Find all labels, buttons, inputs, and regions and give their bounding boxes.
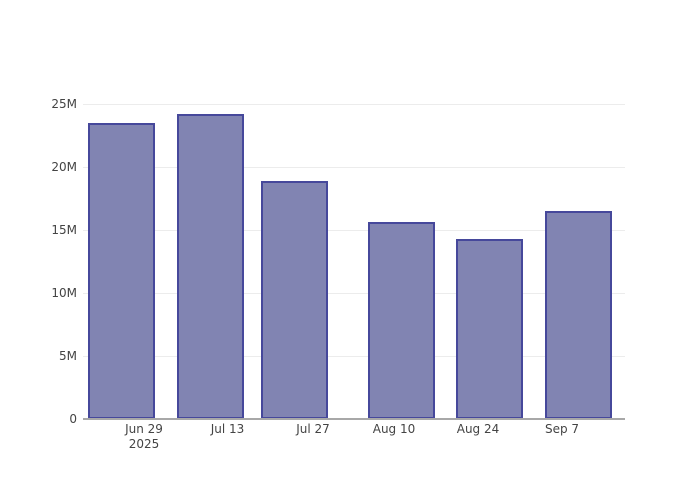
x-axis-tick-label-line: Jun 29 xyxy=(125,422,163,436)
y-axis-tick-label: 25M xyxy=(51,97,77,111)
bar[interactable] xyxy=(88,123,155,419)
y-axis-tick-label: 15M xyxy=(51,223,77,237)
x-axis-tick-label-line: Aug 24 xyxy=(456,422,500,436)
x-axis-tick-label: Aug 10 xyxy=(334,422,454,437)
y-axis-tick-label: 5M xyxy=(59,349,77,363)
y-gridline xyxy=(83,293,625,294)
bar[interactable] xyxy=(177,114,244,419)
y-gridline xyxy=(83,356,625,357)
y-axis-tick-label: 20M xyxy=(51,160,77,174)
x-axis-tick-label: Aug 24 xyxy=(418,422,538,437)
x-axis-tick-label: Sep 7 xyxy=(502,422,622,437)
x-axis-line xyxy=(83,418,625,420)
x-axis-tick-label-line: Aug 10 xyxy=(372,422,416,436)
y-gridline xyxy=(83,104,625,105)
x-axis-tick-label: Jul 27 xyxy=(253,422,373,437)
x-axis-tick-label-line: Jul 13 xyxy=(210,422,245,436)
x-axis-tick-label: Jun 29 2025 xyxy=(84,422,204,452)
bar[interactable] xyxy=(545,211,612,419)
x-axis-tick-label-line: Sep 7 xyxy=(544,422,580,436)
x-axis-tick-label-line: 2025 xyxy=(128,437,160,451)
bar[interactable] xyxy=(456,239,523,419)
y-gridline xyxy=(83,167,625,168)
y-gridline xyxy=(83,230,625,231)
y-axis-tick-label: 10M xyxy=(51,286,77,300)
bar[interactable] xyxy=(368,222,435,419)
x-axis-tick-label: Jul 13 xyxy=(168,422,288,437)
y-axis-tick-label: 0 xyxy=(69,412,77,426)
x-axis-tick-label-line: Jul 27 xyxy=(296,422,330,436)
bar[interactable] xyxy=(261,181,328,419)
